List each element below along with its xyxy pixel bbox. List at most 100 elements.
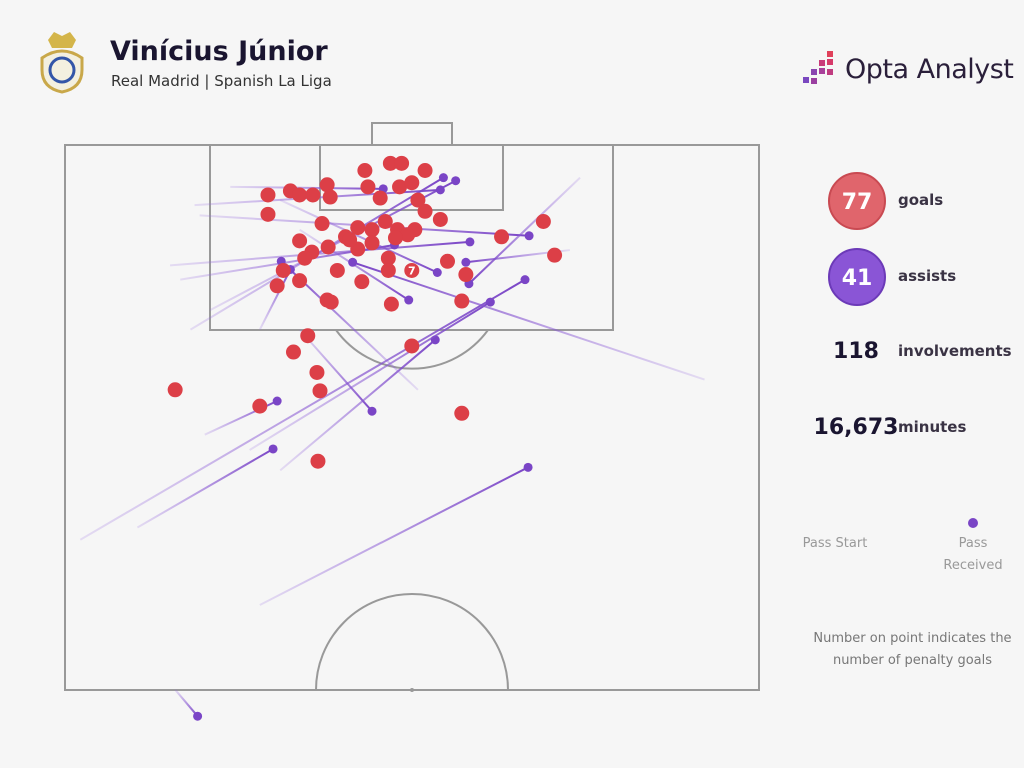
goal-point	[357, 163, 373, 178]
goal-point	[312, 383, 328, 399]
goal-point	[394, 155, 410, 171]
goal-point	[404, 338, 420, 354]
assist-point	[523, 462, 533, 472]
assist-point	[520, 275, 530, 285]
goal-point	[297, 250, 313, 266]
goal-point	[417, 163, 433, 178]
assist-line	[169, 240, 471, 267]
assist-point	[461, 257, 471, 267]
stat-label: involvements	[898, 342, 1012, 360]
assist-point	[404, 295, 414, 305]
assist-point	[451, 176, 461, 186]
goal-point	[380, 250, 396, 266]
goal-point	[309, 364, 325, 380]
goal-point	[380, 262, 396, 278]
assist-point	[465, 237, 475, 247]
goal-point	[454, 405, 470, 421]
legend-line	[836, 518, 978, 528]
goal-point	[547, 247, 563, 263]
goal-point	[404, 175, 420, 191]
assist-point	[193, 711, 203, 721]
goal-point	[440, 253, 455, 269]
goal-point	[342, 232, 358, 248]
subtitle: Real Madrid | Spanish La Liga	[111, 72, 332, 90]
penalty-goal-label: 7	[408, 264, 416, 277]
goal-point	[377, 214, 393, 229]
assist-point	[524, 231, 534, 241]
goal-point	[383, 296, 399, 312]
assist-line	[352, 261, 705, 381]
assist-line	[249, 301, 491, 451]
goal-point	[364, 235, 380, 251]
note: Number on point indicates the number of …	[813, 631, 1012, 668]
goal-point	[320, 239, 336, 255]
brand-logo	[803, 51, 833, 84]
assist-line	[230, 185, 384, 190]
goal-point	[305, 187, 321, 203]
goal-point	[392, 179, 408, 195]
goal-point	[350, 220, 366, 236]
goal-point	[494, 229, 510, 245]
assist-line	[279, 199, 438, 274]
stat-value: 77	[828, 172, 886, 230]
assist-point	[432, 268, 442, 277]
goal-point	[417, 203, 433, 219]
stat-value: 41	[828, 248, 886, 306]
goal-point	[167, 382, 183, 398]
goal-point	[292, 273, 308, 289]
goal-point	[292, 233, 308, 249]
goal-point	[319, 177, 335, 193]
assist-line	[279, 339, 436, 472]
assist-line	[298, 328, 373, 412]
goal	[371, 122, 453, 146]
goal-point	[292, 187, 308, 203]
goal-point	[310, 453, 326, 469]
goal-point	[322, 189, 338, 205]
assist-point	[268, 444, 278, 454]
centre-circle	[315, 593, 509, 691]
goal-point	[364, 222, 380, 238]
assist-line	[258, 268, 292, 331]
goal-point	[387, 230, 403, 246]
assist-line	[136, 448, 274, 529]
goal-point	[285, 344, 301, 360]
stat-label: goals	[898, 191, 944, 209]
stat-value: 16,673	[813, 415, 899, 440]
goal-point	[354, 274, 370, 290]
stat-label: minutes	[898, 418, 967, 436]
stat-label: assists	[898, 267, 957, 285]
penalty-arc	[335, 329, 489, 370]
assist-point	[272, 396, 282, 406]
goal-point	[329, 262, 345, 278]
assist-point	[348, 257, 358, 267]
assist-line	[174, 689, 199, 717]
assist-line	[259, 466, 529, 606]
assist-point	[485, 297, 495, 307]
legend-end: Pass Received	[943, 536, 1003, 573]
goal-point	[360, 179, 376, 195]
goal-point	[260, 187, 276, 203]
goal-point	[323, 294, 339, 310]
assist-point	[438, 173, 448, 183]
goal-point	[535, 214, 551, 229]
assist-point	[367, 406, 377, 416]
goal-point	[300, 328, 316, 344]
goal-point	[432, 211, 448, 227]
goal-point	[382, 155, 398, 171]
stat-value: 118	[833, 339, 879, 364]
goal-point	[252, 398, 268, 414]
goal-point	[372, 190, 388, 206]
centre-spot	[410, 688, 414, 692]
title: Vinícius Júnior	[110, 36, 328, 67]
assist-line	[468, 176, 581, 285]
goal-point	[314, 216, 330, 232]
penalty-goal-point	[404, 262, 420, 278]
goal-point	[269, 278, 285, 294]
pitch: 7	[64, 122, 760, 721]
assist-point	[435, 185, 445, 195]
assist-line	[79, 278, 526, 541]
club-crest	[40, 32, 84, 94]
goal-point	[400, 227, 416, 243]
